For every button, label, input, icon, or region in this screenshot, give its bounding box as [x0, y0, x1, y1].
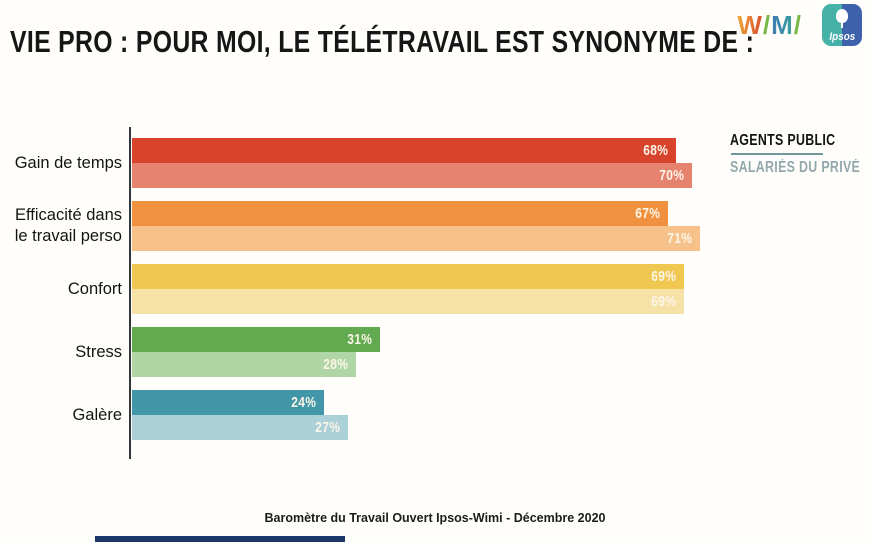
ipsos-logo: Ipsos: [822, 4, 862, 46]
bar-value-label: 69%: [651, 267, 676, 285]
category-label: Galère: [72, 405, 122, 424]
page-title-text: VIE PRO : POUR MOI, LE TÉLÉTRAVAIL EST S…: [10, 24, 755, 59]
bar-value-label: 67%: [635, 204, 660, 222]
bar-value-label: 31%: [347, 330, 372, 348]
legend-agents-public: AGENTS PUBLIC: [730, 133, 870, 149]
bar-agents-public: 24%: [132, 390, 324, 415]
legend-agents-public-label: AGENTS PUBLIC: [730, 132, 836, 149]
bar-agents-public: 68%: [132, 138, 676, 163]
wimi-letter-1: /: [762, 10, 772, 40]
bar-value-label: 24%: [291, 393, 316, 411]
bar-value-label: 27%: [315, 418, 340, 436]
ipsos-balloon-icon: [836, 9, 848, 28]
bar-value-label: 69%: [651, 292, 676, 310]
legend-salaries-prive-label: SALARIÉS DU PRIVÉ: [730, 158, 861, 176]
ipsos-logo-text: Ipsos: [829, 31, 855, 43]
bar-value-label: 68%: [643, 141, 668, 159]
wimi-letter-2: M: [771, 5, 794, 45]
wimi-logo: W/M/: [737, 5, 802, 45]
category-label: Confort: [67, 279, 122, 298]
bar-salaries-prive: 70%: [132, 163, 692, 188]
bottom-blue-strip: [95, 536, 345, 542]
category-label: Stress: [75, 342, 122, 361]
legend-underline: [731, 152, 823, 155]
bar-agents-public: 67%: [132, 201, 668, 226]
bar-salaries-prive: 69%: [132, 289, 684, 314]
chart-legend: AGENTS PUBLIC SALARIÉS DU PRIVÉ: [730, 133, 870, 175]
category-label: Gain de temps: [14, 153, 122, 172]
logos: W/M/ Ipsos: [737, 4, 862, 46]
category-label: Efficacité dans le travail perso: [14, 206, 122, 245]
bar-agents-public: 31%: [132, 327, 380, 352]
bar-agents-public: 69%: [132, 264, 684, 289]
bar-salaries-prive: 71%: [132, 226, 700, 251]
legend-salaries-prive: SALARIÉS DU PRIVÉ: [730, 158, 870, 176]
bar-salaries-prive: 28%: [132, 352, 356, 377]
wimi-letter-3: /: [793, 10, 802, 40]
bar-value-label: 28%: [323, 355, 348, 373]
bar-salaries-prive: 27%: [132, 415, 348, 440]
wimi-letter-0: W: [737, 5, 763, 45]
page-title: VIE PRO : POUR MOI, LE TÉLÉTRAVAIL EST S…: [10, 24, 870, 60]
chart-axis-line: [129, 127, 131, 459]
bar-value-label: 71%: [667, 229, 692, 247]
bar-value-label: 70%: [659, 166, 684, 184]
chart-source: Baromètre du Travail Ouvert Ipsos-Wimi -…: [264, 511, 606, 525]
